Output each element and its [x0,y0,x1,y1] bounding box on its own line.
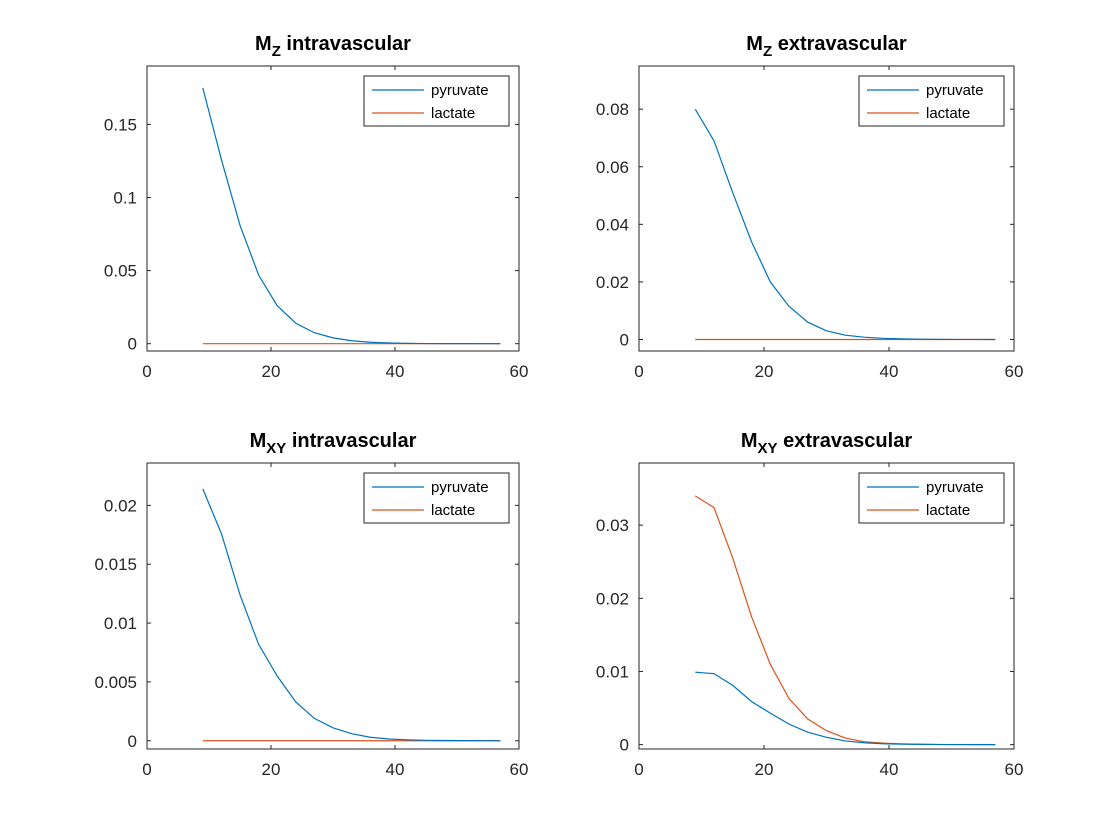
x-tick-label: 40 [386,760,405,779]
y-tick-label: 0.015 [94,555,137,574]
y-tick-label: 0.08 [596,100,629,119]
x-tick-label: 20 [755,760,774,779]
legend: pyruvate lactate [363,472,510,524]
y-tick-label: 0.01 [596,662,629,681]
chart-title-main: M [741,430,758,452]
legend-label: lactate [431,502,475,519]
x-tick-label: 40 [880,362,899,381]
y-tick-label: 0.02 [596,589,629,608]
y-tick-label: 0.06 [596,158,629,177]
legend: pyruvate lactate [363,75,510,127]
x-tick-label: 60 [1005,362,1024,381]
legend-box [858,472,1005,524]
chart-title-rest: extravascular [778,430,913,452]
subplot-1: MZ intravascular 0 20 40 60 0 0.05 0.1 0.15 pyruv… [104,33,529,381]
legend-label: lactate [926,105,970,122]
legend-label: pyruvate [431,479,489,496]
x-tick-label: 0 [142,760,151,779]
legend-label: pyruvate [431,82,489,99]
subplot-4: MXY extravascular 0 20 40 60 0 0.01 0.02 0.03 pyr… [596,430,1024,779]
chart-title-subscript: XY [758,440,778,457]
chart-title: MXY intravascular [250,430,417,457]
chart-title-main: M [746,33,763,55]
y-tick-label: 0.1 [113,189,137,208]
legend-label: pyruvate [926,479,984,496]
chart-title-subscript: XY [266,440,286,457]
y-tick-label: 0.05 [104,262,137,281]
x-tick-label: 40 [386,362,405,381]
x-tick-label: 20 [755,362,774,381]
y-tick-label: 0 [128,335,137,354]
legend-box [858,75,1005,127]
y-tick-label: 0.02 [104,496,137,515]
x-tick-label: 60 [1005,760,1024,779]
x-tick-label: 60 [510,760,529,779]
legend-box [363,472,510,524]
legend-label: pyruvate [926,82,984,99]
chart-title: MXY extravascular [741,430,912,457]
y-tick-label: 0 [620,736,629,755]
y-tick-label: 0.01 [104,614,137,633]
subplot-3: MXY intravascular 0 20 40 60 0 0.005 0.01 0.015 0… [94,430,528,779]
chart-title-main: M [250,430,267,452]
legend-box [363,75,510,127]
chart-title: MZ extravascular [746,33,907,60]
y-tick-label: 0 [620,330,629,349]
chart-title-rest: intravascular [281,33,411,55]
x-tick-label: 20 [262,760,281,779]
y-tick-label: 0.15 [104,115,137,134]
x-tick-label: 0 [634,760,643,779]
series-line-pyruvate [695,671,996,746]
x-tick-label: 60 [510,362,529,381]
legend-label: lactate [431,105,475,122]
legend: pyruvate lactate [858,75,1005,127]
x-tick-label: 0 [634,362,643,381]
chart-title-subscript: Z [272,43,281,60]
x-tick-label: 0 [142,362,151,381]
y-tick-label: 0.005 [94,673,137,692]
y-tick-label: 0 [128,732,137,751]
y-tick-label: 0.02 [596,273,629,292]
chart-title-subscript: Z [763,43,772,60]
chart-title-main: M [255,33,272,55]
series-line-pyruvate [202,488,501,742]
chart-title-rest: intravascular [286,430,416,452]
subplot-2: MZ extravascular 0 20 40 60 0 0.02 0.04 0.06 0.08… [596,33,1024,381]
chart-title-rest: extravascular [772,33,907,55]
y-tick-label: 0.04 [596,215,629,234]
x-tick-label: 40 [880,760,899,779]
legend-label: lactate [926,502,970,519]
series-line-pyruvate [694,108,996,341]
y-tick-label: 0.03 [596,516,629,535]
legend: pyruvate lactate [858,472,1005,524]
x-tick-label: 20 [262,362,281,381]
series-line-pyruvate [202,87,501,345]
chart-title: MZ intravascular [255,33,411,60]
